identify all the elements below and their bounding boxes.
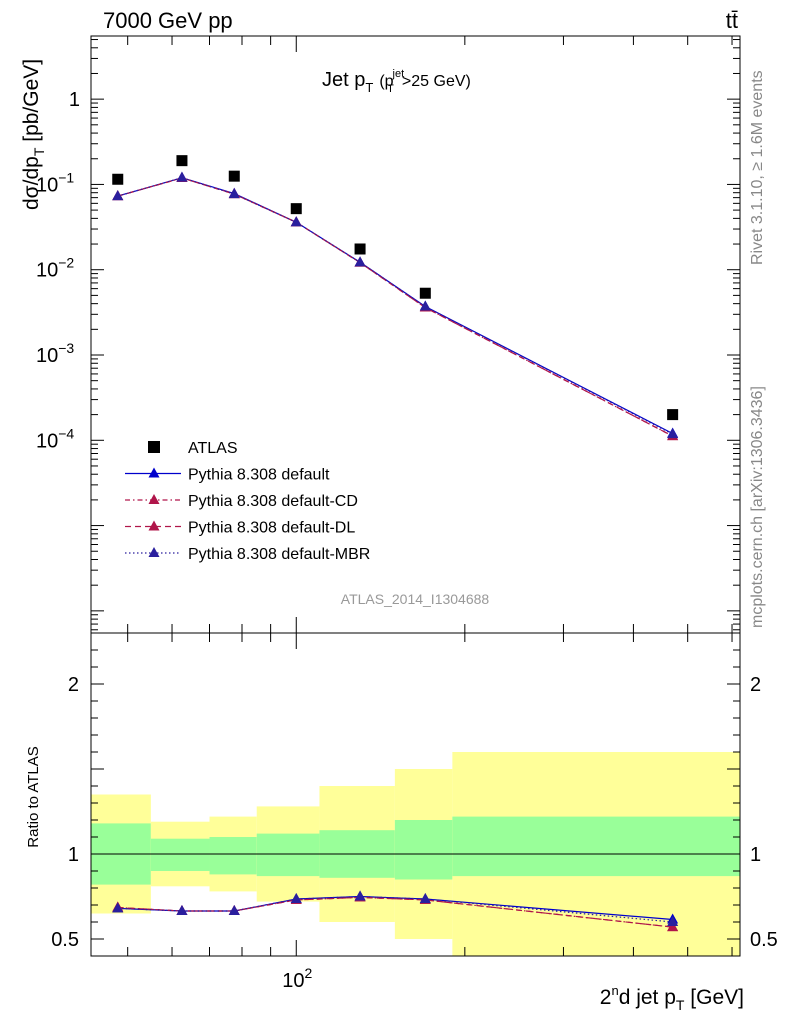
mc-point-mbr (290, 216, 302, 227)
ratio-uncertainty-bands (91, 752, 740, 956)
ratio-y-tick-label: 1 (68, 844, 79, 866)
data-point (112, 173, 124, 185)
ratio-point-mbr (667, 916, 679, 926)
ratio-point-dl (667, 921, 679, 932)
ratio-band-inner (209, 837, 257, 875)
ratio-point-mbr (354, 890, 366, 901)
main-plot-border (90, 35, 741, 634)
ratio-y-tick-label: 0.5 (51, 929, 79, 951)
series-mbr (112, 171, 679, 439)
data-point (228, 170, 240, 182)
ratio-plot-frame: 0.5 0.5 1 1 2 2 102 (51, 632, 778, 992)
series-line-cd (117, 177, 673, 437)
y-tick-label: 10−2 (36, 255, 74, 282)
main-plot-series (112, 155, 679, 441)
series-line-mbr (117, 177, 673, 435)
mc-point-mbr (419, 300, 431, 311)
mc-point-mbr (228, 188, 240, 199)
data-point (667, 409, 679, 421)
legend-marker (148, 467, 160, 478)
ratio-series-mbr (112, 890, 679, 926)
legend-entry-cd: Pythia 8.308 default-CD (125, 493, 358, 510)
y-tick-label: 1 (69, 89, 80, 111)
y-tick-label: 10−3 (36, 340, 74, 367)
mc-point-mbr (667, 428, 679, 439)
main-plot-frame: 1 10−1 10−2 10−3 10−4 (36, 35, 741, 634)
legend-entry-dl: Pythia 8.308 default-DL (125, 520, 355, 537)
data-point (176, 155, 188, 167)
ratio-point-mbr (112, 902, 124, 913)
ratio-y-axis-label: Ratio to ATLAS (25, 746, 42, 847)
ratio-y-tick-label-right: 1 (750, 844, 761, 866)
mcplots-label: mcplots.cern.ch [arXiv:1306.3436] (749, 386, 766, 628)
collision-label: 7000 GeV pp (103, 8, 233, 33)
legend-entry-default: Pythia 8.308 default (125, 467, 330, 484)
rivet-version-label: Rivet 3.1.10, ≥ 1.6M events (749, 70, 766, 265)
ratio-plot-series (112, 890, 679, 932)
ratio-y-tick-label-right: 2 (750, 674, 761, 696)
y-tick-label: 10−4 (36, 425, 74, 452)
mc-point-mbr (176, 171, 188, 182)
legend-label: ATLAS (188, 440, 238, 457)
legend-entry-mbr: Pythia 8.308 default-MBR (125, 546, 370, 563)
x-tick-label: 102 (282, 965, 312, 992)
ratio-band-inner (394, 820, 453, 880)
series-line-default (117, 177, 673, 435)
series-default (112, 171, 679, 438)
legend-marker (148, 520, 160, 531)
mc-point-mbr (112, 190, 124, 201)
data-point (419, 287, 431, 299)
legend: ATLAS Pythia 8.308 default Pythia 8.308 de… (125, 440, 370, 563)
legend-label: Pythia 8.308 default-MBR (188, 546, 370, 563)
main-y-axis-label: dσ/dpT [pb/GeV] (20, 59, 47, 210)
data-point (354, 243, 366, 255)
x-axis-label: 2nd jet pT [GeV] (600, 983, 744, 1013)
ratio-y-tick-label-right: 0.5 (750, 929, 778, 951)
ratio-point-mbr (290, 893, 302, 904)
legend-entry-data: ATLAS (148, 440, 238, 457)
series-cd (112, 171, 679, 441)
mc-point-mbr (354, 256, 366, 267)
y-tick-label: 10−1 (36, 169, 74, 196)
legend-label: Pythia 8.308 default (188, 467, 330, 484)
analysis-id-label: ATLAS_2014_I1304688 (341, 591, 490, 607)
legend-marker (148, 494, 160, 504)
ratio-point-mbr (419, 893, 431, 904)
ratio-point-mbr (228, 904, 240, 915)
ratio-y-tick-label: 2 (68, 674, 79, 696)
series-line-dl (117, 177, 673, 437)
ratio-point-mbr (176, 904, 188, 915)
series-dl (112, 171, 679, 441)
main-title: Jet pT (pjet T >25 GeV) (322, 68, 471, 95)
ratio-band-inner (150, 838, 210, 871)
ratio-plot-border (90, 632, 741, 957)
process-label: tt̄ (726, 8, 738, 33)
legend-label: Pythia 8.308 default-DL (188, 520, 355, 537)
ratio-band-inner (452, 816, 740, 877)
data-point (290, 203, 302, 215)
legend-marker (148, 547, 160, 557)
legend-marker (148, 441, 160, 453)
series-data (112, 155, 679, 421)
ratio-band-inner (256, 833, 320, 877)
legend-label: Pythia 8.308 default-CD (188, 493, 358, 510)
